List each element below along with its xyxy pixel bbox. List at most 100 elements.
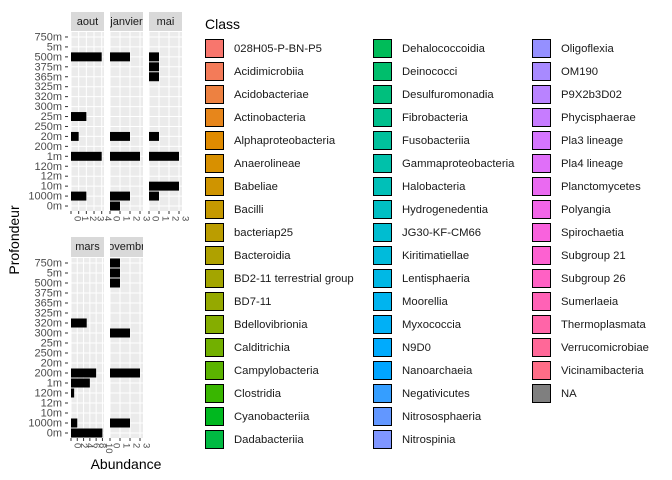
legend-swatch — [373, 200, 392, 219]
y-tick-label: 750m — [34, 258, 62, 270]
legend-swatch — [205, 223, 224, 242]
legend-label: Acidobacteriae — [234, 88, 309, 101]
y-tick-label: 250m — [34, 121, 62, 133]
legend-label: Oligoflexia — [561, 42, 614, 55]
facet-panel — [71, 32, 104, 211]
legend-label: Pla3 lineage — [561, 134, 624, 147]
y-tick-label: 325m — [34, 81, 62, 93]
legend-swatch — [373, 131, 392, 150]
legend-item: Myxococcia — [373, 313, 514, 336]
facet-panel — [110, 32, 143, 211]
legend-swatch — [532, 108, 551, 127]
legend-item: Thermoplasmata — [532, 313, 649, 336]
legend-item: P9X2b3D02 — [532, 83, 649, 106]
y-tick-label: 320m — [34, 318, 62, 330]
legend-swatch — [205, 62, 224, 81]
legend-swatch — [373, 315, 392, 334]
legend-label: Fusobacteriia — [402, 134, 470, 147]
legend-label: Vicinamibacteria — [561, 364, 644, 377]
legend-title: Class — [205, 16, 241, 32]
x-tick-label: 3 — [141, 443, 152, 448]
bar-1000m — [71, 418, 78, 428]
legend-item: Deinococci — [373, 60, 514, 83]
legend-item: Subgroup 21 — [532, 244, 649, 267]
legend-item: Sumerlaeia — [532, 290, 649, 313]
x-tick-label: 2 — [78, 443, 89, 448]
bar-1000m — [71, 191, 87, 201]
bar-500m — [149, 52, 159, 62]
legend-label: Deinococci — [402, 65, 458, 78]
bar-10m — [149, 181, 179, 191]
legend-swatch — [205, 85, 224, 104]
bar-200m — [71, 368, 97, 378]
bar-1000m — [149, 191, 159, 201]
bar-300m — [110, 328, 130, 338]
x-tick-label: 0 — [72, 216, 83, 221]
facet-strip — [71, 237, 104, 257]
legend-swatch — [532, 246, 551, 265]
facet-strip-label: mars — [75, 241, 100, 253]
legend-item: Bdellovibrionia — [205, 313, 354, 336]
legend-item: Bacteroidia — [205, 244, 354, 267]
facet-strip-label: novembre — [102, 241, 151, 253]
x-tick-label: 8 — [97, 443, 108, 448]
legend-swatch — [205, 315, 224, 334]
y-tick-label: 325m — [34, 308, 62, 320]
y-tick-label: 5m — [47, 268, 62, 280]
bar-365m — [149, 72, 159, 82]
legend-item: Clostridia — [205, 382, 354, 405]
legend-label: Planctomycetes — [561, 180, 641, 193]
y-tick-label: 1000m — [28, 418, 62, 430]
legend-item: Babeliae — [205, 175, 354, 198]
legend-item: Actinobacteria — [205, 106, 354, 129]
legend-item: Subgroup 26 — [532, 267, 649, 290]
legend-item: Desulfuromonadia — [373, 83, 514, 106]
legend-item: Fusobacteriia — [373, 129, 514, 152]
y-tick-label: 1000m — [28, 191, 62, 203]
facet-panel — [110, 258, 143, 438]
x-tick-label: 1 — [121, 216, 132, 221]
legend-item: Anaerolineae — [205, 152, 354, 175]
legend-label: Anaerolineae — [234, 157, 301, 170]
legend-label: Pla4 lineage — [561, 157, 624, 170]
legend-label: Cyanobacteriia — [234, 410, 310, 423]
legend-swatch — [532, 154, 551, 173]
legend-label: Dehalococcoidia — [402, 42, 485, 55]
legend-label: Alphaproteobacteria — [234, 134, 336, 147]
legend-label: NA — [561, 387, 577, 400]
y-tick-label: 500m — [34, 51, 62, 63]
x-tick-label: 0 — [150, 216, 161, 221]
legend-swatch — [205, 246, 224, 265]
x-axis-title: Abundance — [91, 456, 162, 472]
bar-1m — [71, 378, 90, 388]
legend-swatch — [373, 85, 392, 104]
y-tick-label: 375m — [34, 288, 62, 300]
y-tick-label: 25m — [41, 111, 62, 123]
legend-swatch — [205, 200, 224, 219]
legend-column: Dehalococcoidia Deinococci Desulfuromonadi… — [373, 37, 514, 451]
x-tick-label: 10 — [103, 443, 114, 454]
legend-swatch — [205, 39, 224, 58]
legend-label: Kiritimatiellae — [402, 249, 470, 262]
legend-label: Spirochaetia — [561, 226, 624, 239]
bar-500m — [71, 52, 102, 62]
legend-label: Lentisphaeria — [402, 272, 470, 285]
legend-label: OM190 — [561, 65, 599, 78]
legend-item: N9D0 — [373, 336, 514, 359]
y-tick-label: 5m — [47, 41, 62, 53]
legend-swatch — [373, 384, 392, 403]
facet-strip — [110, 237, 143, 257]
legend-swatch — [205, 292, 224, 311]
legend-label: Gammaproteobacteria — [402, 157, 515, 170]
legend-label: Halobacteria — [402, 180, 466, 193]
legend-item: Acidimicrobiia — [205, 60, 354, 83]
y-tick-label: 750m — [34, 31, 62, 43]
x-tick-label: 3 — [95, 216, 106, 221]
legend-label: BD7-11 — [234, 295, 272, 308]
y-tick-label: 20m — [41, 131, 62, 143]
bar-1m — [110, 151, 140, 161]
legend-item: Nitrospinia — [373, 428, 514, 451]
legend-swatch — [373, 177, 392, 196]
facet-panel — [71, 258, 104, 438]
legend-item: Negativicutes — [373, 382, 514, 405]
